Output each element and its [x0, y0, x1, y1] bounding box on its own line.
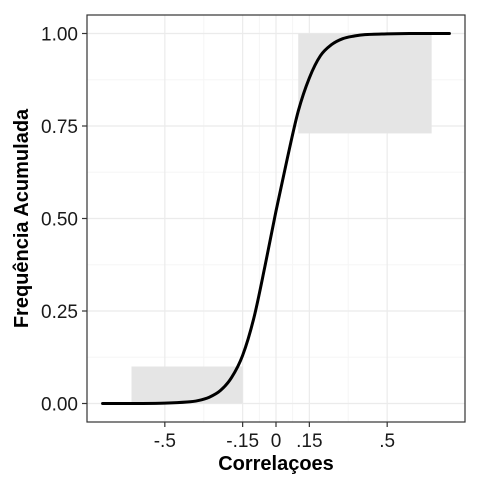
x-tick-label: 0 — [271, 431, 282, 452]
series-layer — [101, 31, 451, 406]
x-axis-title: Correlaçoes — [218, 453, 334, 475]
x-tick-label: -.15 — [226, 431, 259, 452]
x-tick-label: .15 — [296, 431, 322, 452]
y-tick-label: 0.25 — [41, 302, 78, 323]
shaded-region — [298, 33, 432, 134]
x-tick-label: .5 — [379, 431, 395, 452]
y-tick-label: 0.50 — [41, 210, 78, 231]
y-tick-label: 1.00 — [41, 25, 78, 46]
x-tick-label: -.5 — [154, 431, 176, 452]
cumulative-curve — [101, 31, 451, 406]
y-axis-title: Frequência Acumulada — [11, 108, 33, 328]
y-axis-ticks: 0.00 0.25 0.50 0.75 1.00 — [41, 25, 87, 416]
y-tick-label: 0.75 — [41, 117, 78, 138]
x-axis-ticks: -.5 -.15 0 .15 .5 — [154, 422, 395, 452]
y-tick-label: 0.00 — [41, 395, 78, 416]
shaded-regions — [131, 33, 432, 404]
